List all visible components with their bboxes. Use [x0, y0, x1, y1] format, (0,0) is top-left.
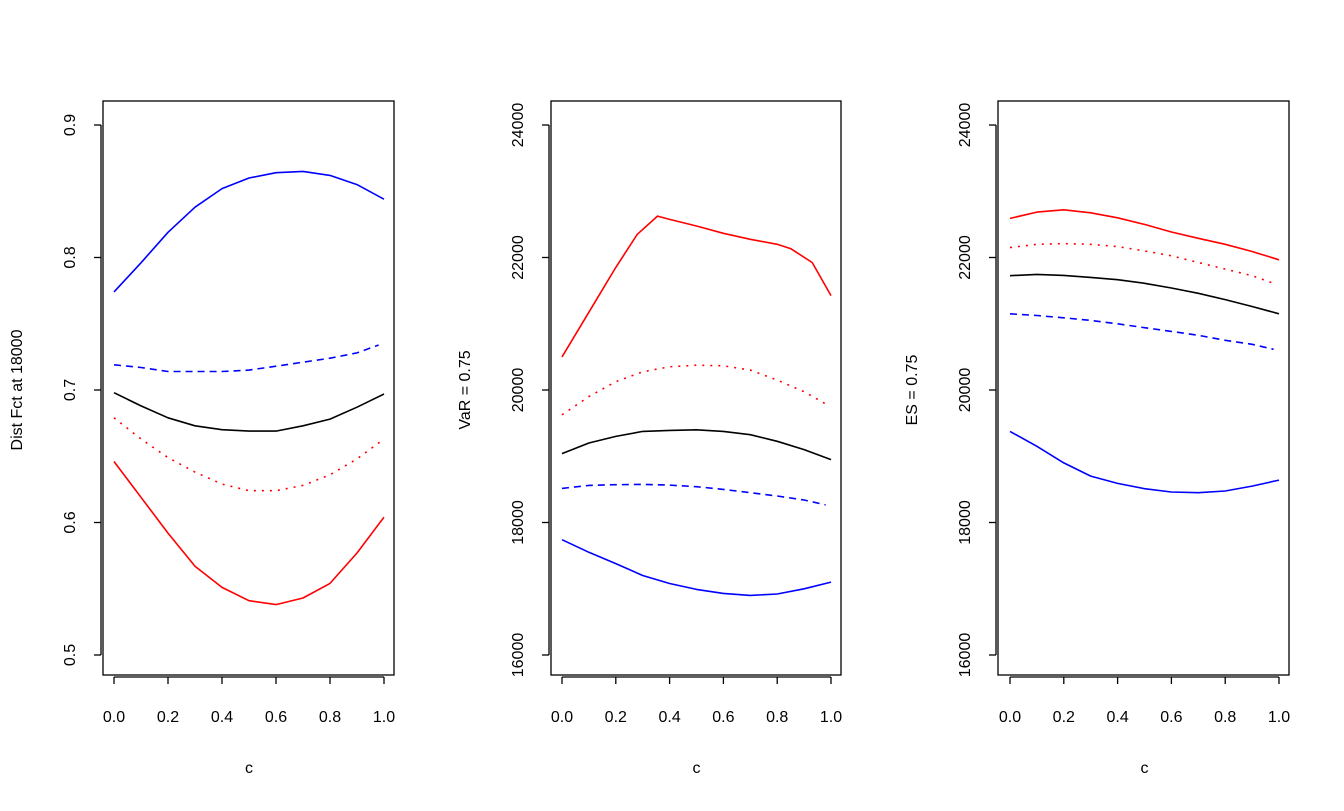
y-tick-label: 18000	[510, 500, 527, 545]
y-tick-label: 24000	[957, 103, 974, 148]
x-tick-label: 1.0	[1268, 709, 1290, 726]
x-tick-label: 0.4	[211, 709, 233, 726]
y-tick-label: 16000	[510, 633, 527, 678]
y-tick-label: 18000	[957, 500, 974, 545]
y-tick-label: 0.7	[62, 379, 79, 401]
panel-1: 0.0 0.2 0.4 0.6 0.8 1.0 c 0.5 0.6 0.7 0.8 0.9 Dist F…	[9, 100, 395, 777]
y-tick-label: 0.9	[62, 114, 79, 136]
x-tick-label: 0.2	[605, 709, 627, 726]
series-line-3-solid	[561, 428, 832, 461]
y-tick-label: 24000	[510, 103, 527, 148]
x-tick-label: 0.6	[1160, 709, 1182, 726]
y-axis-label: VaR = 0.75	[457, 350, 474, 429]
series-line-5-solid	[561, 538, 832, 597]
x-axis-label: c	[245, 760, 253, 777]
x-tick-label: 0.8	[319, 709, 341, 726]
panel-3: 0.0 0.2 0.4 0.6 0.8 1.0 c 16000 18000 20000 22000 2…	[904, 100, 1290, 777]
y-tick-label: 20000	[957, 368, 974, 413]
series-line-4-dashed	[1009, 313, 1274, 351]
series-line-3-solid	[1009, 273, 1280, 315]
y-tick-label: 0.5	[62, 644, 79, 666]
x-tick-label: 1.0	[373, 709, 395, 726]
x-tick-label: 0.4	[658, 709, 680, 726]
x-tick-label: 0.4	[1106, 709, 1128, 726]
x-tick-label: 0.8	[766, 709, 788, 726]
y-tick-label: 0.6	[62, 511, 79, 533]
x-tick-label: 0.6	[712, 709, 734, 726]
y-tick-label: 0.8	[62, 246, 79, 268]
y-axis: 0.5 0.6 0.7 0.8 0.9	[62, 114, 102, 666]
series-line-1-solid	[1009, 209, 1280, 261]
x-axis-label: c	[1141, 760, 1149, 777]
panel-2: 0.0 0.2 0.4 0.6 0.8 1.0 c 16000 18000 20000 22000 2…	[457, 100, 842, 777]
series-line-1-solid	[561, 215, 832, 358]
plot-frame	[550, 100, 842, 676]
series-line-5-solid	[113, 461, 385, 606]
x-tick-label: 0.0	[551, 709, 573, 726]
x-axis: 0.0 0.2 0.4 0.6 0.8 1.0	[999, 676, 1290, 726]
plot-frame	[997, 100, 1290, 676]
series-line-2-dotted	[561, 364, 826, 416]
series-line-4-dotted	[113, 417, 385, 492]
y-tick-label: 22000	[510, 235, 527, 280]
x-tick-label: 0.2	[157, 709, 179, 726]
series-line-4-dashed	[561, 483, 826, 506]
x-tick-label: 0.8	[1214, 709, 1236, 726]
plot-frame	[102, 100, 395, 676]
y-axis: 16000 18000 20000 22000 24000	[957, 103, 997, 678]
y-axis-label: ES = 0.75	[904, 355, 921, 426]
x-axis-label: c	[693, 760, 701, 777]
y-tick-label: 16000	[957, 633, 974, 678]
series-line-2-dotted	[1009, 242, 1274, 285]
y-axis: 16000 18000 20000 22000 24000	[510, 103, 550, 678]
series-line-2-dashed	[113, 344, 379, 373]
x-axis: 0.0 0.2 0.4 0.6 0.8 1.0	[103, 676, 395, 726]
series-line-3-solid	[113, 391, 385, 432]
y-tick-label: 20000	[510, 368, 527, 413]
x-tick-label: 0.0	[103, 709, 125, 726]
x-tick-label: 0.2	[1053, 709, 1075, 726]
series-line-5-solid	[1009, 430, 1280, 494]
x-tick-label: 0.6	[265, 709, 287, 726]
y-axis-label: Dist Fct at 18000	[9, 329, 26, 450]
series-line-1-solid	[113, 170, 385, 293]
y-tick-label: 22000	[957, 235, 974, 280]
x-axis: 0.0 0.2 0.4 0.6 0.8 1.0	[551, 676, 842, 726]
x-tick-label: 1.0	[820, 709, 842, 726]
x-tick-label: 0.0	[999, 709, 1021, 726]
